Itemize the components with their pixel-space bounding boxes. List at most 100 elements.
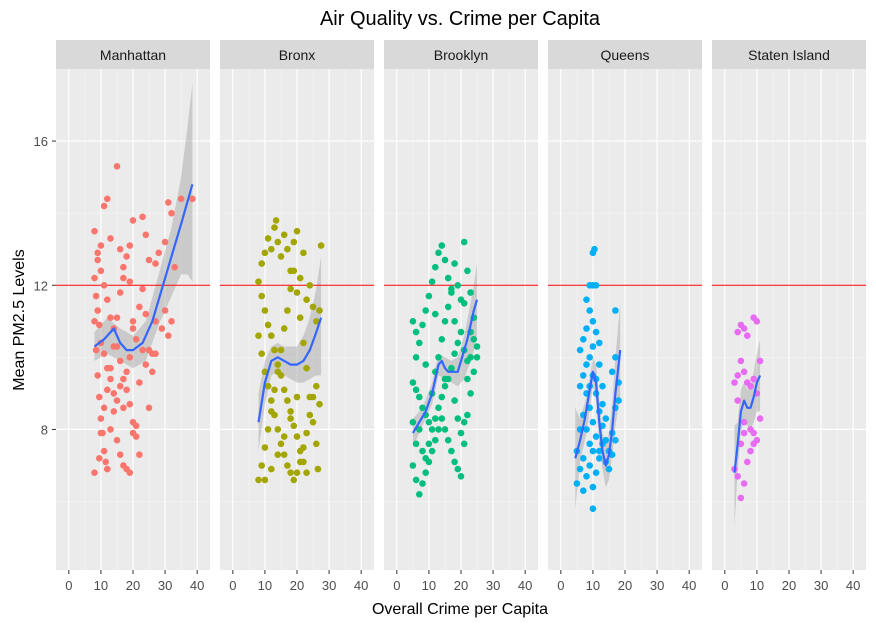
data-point	[596, 361, 603, 368]
y-tick-label: 8	[41, 422, 48, 437]
data-point	[268, 465, 275, 473]
data-point	[92, 346, 100, 354]
data-point	[432, 436, 439, 444]
data-point	[454, 415, 462, 422]
data-point	[280, 386, 288, 394]
data-point	[268, 245, 275, 253]
data-point	[586, 307, 593, 314]
data-point	[287, 415, 294, 422]
data-point	[120, 263, 127, 271]
data-point	[608, 451, 616, 459]
data-point	[287, 469, 294, 477]
data-point	[441, 256, 449, 264]
data-point	[277, 440, 285, 448]
data-point	[583, 473, 590, 480]
data-point	[126, 400, 134, 408]
data-point	[316, 307, 323, 314]
facet-strip	[384, 40, 538, 69]
facet-panel: Manhattan 0 10 20 30 40	[56, 40, 210, 593]
data-point	[123, 253, 130, 260]
x-tick-label: 0	[229, 578, 236, 593]
data-point	[438, 415, 446, 422]
data-point	[419, 321, 426, 329]
data-point	[412, 354, 420, 361]
data-point	[136, 379, 143, 386]
data-point	[102, 458, 109, 466]
data-point	[744, 458, 751, 466]
data-point	[290, 238, 298, 246]
data-point	[271, 346, 278, 354]
data-point	[113, 397, 121, 404]
data-point	[107, 375, 114, 383]
data-point	[409, 318, 417, 325]
data-point	[258, 260, 266, 267]
data-point	[454, 282, 462, 289]
data-point	[110, 390, 118, 397]
data-point	[580, 372, 587, 379]
data-point	[583, 426, 590, 433]
data-point	[113, 436, 121, 444]
data-point	[592, 469, 600, 477]
data-point	[96, 393, 103, 401]
data-point	[100, 282, 108, 289]
x-tick-label: 20	[454, 578, 468, 593]
y-tick-label: 16	[34, 134, 48, 149]
data-point	[457, 429, 465, 437]
data-point	[583, 296, 590, 304]
data-point	[470, 368, 478, 376]
data-point	[428, 426, 436, 433]
x-tick-label: 10	[750, 578, 764, 593]
data-point	[97, 267, 105, 275]
data-point	[448, 289, 455, 296]
data-point	[94, 372, 101, 379]
data-point	[441, 426, 449, 433]
data-point	[123, 368, 130, 376]
data-point	[435, 249, 442, 257]
y-tick-label: 12	[34, 278, 48, 293]
data-point	[737, 357, 745, 365]
data-point	[97, 242, 105, 249]
data-point	[96, 321, 103, 329]
data-point	[428, 447, 436, 455]
data-point	[416, 393, 423, 401]
data-point	[258, 292, 266, 300]
data-point	[460, 300, 468, 307]
data-point	[731, 379, 738, 386]
data-point	[300, 339, 307, 347]
data-point	[126, 354, 134, 361]
data-point	[451, 350, 458, 358]
data-point	[110, 343, 118, 350]
facet-strip-label: Bronx	[279, 47, 316, 63]
x-tick-label: 0	[721, 578, 728, 593]
data-point	[274, 361, 282, 368]
y-axis-title: Mean PM2.5 Levels	[11, 249, 28, 390]
data-point	[280, 231, 288, 239]
data-point	[171, 263, 178, 271]
data-point	[451, 318, 458, 325]
x-tick-label: 0	[393, 578, 400, 593]
data-point	[129, 318, 137, 325]
data-point	[589, 318, 597, 325]
data-point	[602, 415, 610, 422]
data-point	[132, 433, 140, 440]
data-point	[416, 491, 423, 498]
x-tick-label: 30	[814, 578, 828, 593]
data-point	[189, 195, 196, 203]
data-point	[467, 354, 474, 361]
data-point	[104, 386, 111, 394]
data-point	[264, 382, 272, 390]
data-point	[467, 289, 474, 296]
data-point	[293, 393, 301, 401]
data-point	[142, 310, 150, 318]
data-point	[116, 245, 124, 253]
data-point	[454, 465, 462, 473]
data-point	[104, 296, 111, 304]
x-tick-label: 30	[650, 578, 664, 593]
data-point	[113, 163, 121, 170]
facet-strip	[220, 40, 374, 69]
data-point	[419, 480, 426, 487]
data-point	[576, 346, 584, 354]
data-point	[309, 303, 317, 311]
data-point	[313, 318, 320, 325]
